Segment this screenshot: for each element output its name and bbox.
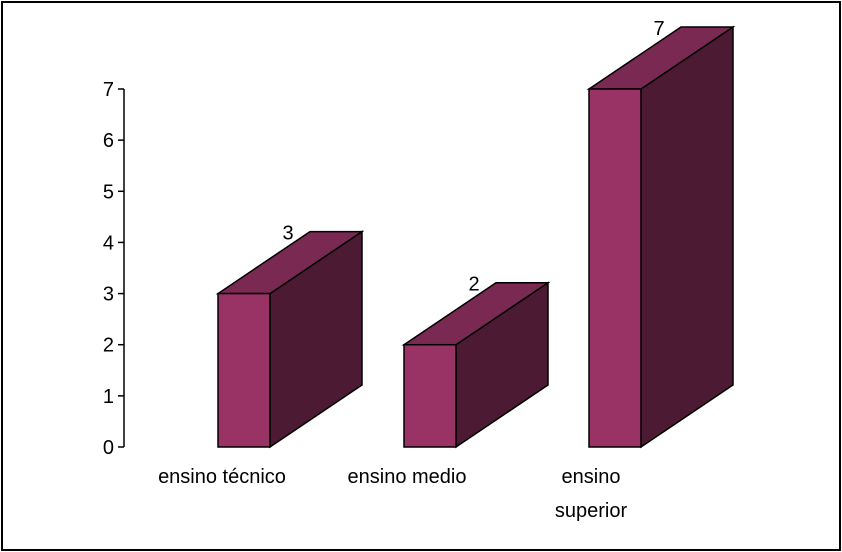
y-tick-label: 7 xyxy=(103,79,114,101)
bar: 2 xyxy=(401,274,551,449)
bar-front-face xyxy=(403,343,457,448)
bars: 3 2 7 xyxy=(215,18,736,449)
category-label-line: ensino técnico xyxy=(158,466,286,488)
category-labels: ensino técnico ensino medio ensino superior xyxy=(158,466,627,522)
y-tick-label: 1 xyxy=(103,386,114,408)
category-label: ensino técnico xyxy=(158,466,286,488)
category-label-line: ensino xyxy=(562,466,621,488)
category-label: ensino medio xyxy=(348,466,467,488)
data-label: 2 xyxy=(468,274,479,296)
data-label: 7 xyxy=(653,18,664,40)
bar-side-face xyxy=(640,25,734,449)
y-tick-label: 2 xyxy=(103,335,114,357)
y-tick-label: 4 xyxy=(103,232,114,254)
bar-front-face xyxy=(588,88,642,448)
category-label-line: ensino medio xyxy=(348,466,467,488)
y-tick-label: 3 xyxy=(103,284,114,306)
bar: 7 xyxy=(586,18,736,449)
y-tick-label: 5 xyxy=(103,181,114,203)
category-label: ensino superior xyxy=(555,466,628,522)
y-tick-label: 6 xyxy=(103,130,114,152)
bar: 3 xyxy=(215,223,365,449)
bar-front-face xyxy=(217,292,271,448)
y-axis: 0 1 2 3 4 5 6 7 xyxy=(103,79,125,459)
data-label: 3 xyxy=(282,223,293,245)
category-label-line: superior xyxy=(555,500,628,522)
y-tick-label: 0 xyxy=(103,437,114,459)
